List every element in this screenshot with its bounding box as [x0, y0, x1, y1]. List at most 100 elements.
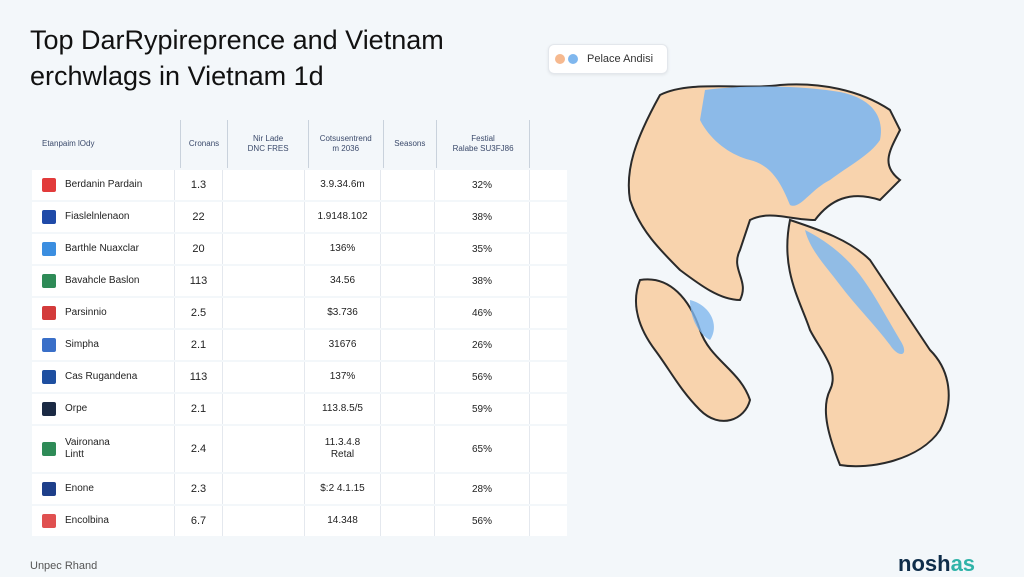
map-water-patch — [690, 300, 714, 340]
cell-percent: 32% — [434, 170, 529, 200]
table-row: Berdanin Pardain 1.3 3.9.34.6m 32% — [32, 170, 567, 200]
map-water-coast — [805, 230, 905, 355]
table-row: Parsinnio 2.5 $3.736 46% — [32, 298, 567, 328]
header-col-2: Cronans — [179, 120, 228, 168]
company-logo-icon — [42, 306, 56, 320]
cell-value-c: 136% — [304, 234, 380, 264]
cell-value-a: 2.4 — [174, 426, 222, 472]
company-name: Simpha — [65, 339, 99, 350]
cell-empty — [222, 506, 304, 536]
cell-empty — [380, 506, 434, 536]
table-row: Enone 2.3 $:2 4.1.15 28% — [32, 474, 567, 504]
cell-value-c: $:2 4.1.15 — [304, 474, 380, 504]
cell-company: Parsinnio — [32, 298, 174, 328]
table-row: Orpe 2.1 113.8.5/5 59% — [32, 394, 567, 424]
cell-value-c: 11.3.4.8 Retal — [304, 426, 380, 472]
cell-value-c: $3.736 — [304, 298, 380, 328]
cell-value-a: 113 — [174, 266, 222, 296]
cell-value-c: 1.9148.102 — [304, 202, 380, 232]
table-row: Vaironana Lintt 2.4 11.3.4.8 Retal 65% — [32, 426, 567, 472]
table-row: Bavahcle Baslon 113 34.56 38% — [32, 266, 567, 296]
header-col-3: Nir Lade DNC FRES — [227, 120, 308, 168]
cell-empty — [380, 234, 434, 264]
company-logo-icon — [42, 274, 56, 288]
cell-company: Orpe — [32, 394, 174, 424]
cell-percent: 65% — [434, 426, 529, 472]
company-logo-icon — [42, 514, 56, 528]
cell-company: Vaironana Lintt — [32, 426, 174, 472]
company-logo-icon — [42, 210, 56, 224]
cell-empty — [529, 170, 567, 200]
cell-percent: 46% — [434, 298, 529, 328]
header-col-1: Etanpaim lOdy — [42, 139, 95, 148]
header-col-5: Seasons — [382, 120, 436, 168]
cell-empty — [529, 266, 567, 296]
cell-empty — [529, 234, 567, 264]
cell-empty — [222, 426, 304, 472]
cell-value-c: 137% — [304, 362, 380, 392]
map-legend: Pelace Andisi — [548, 44, 668, 74]
cell-value-a: 2.3 — [174, 474, 222, 504]
cell-empty — [529, 506, 567, 536]
cell-value-a: 22 — [174, 202, 222, 232]
cell-value-a: 2.1 — [174, 330, 222, 360]
company-logo-icon — [42, 178, 56, 192]
cell-empty — [222, 330, 304, 360]
cell-empty — [529, 202, 567, 232]
company-name: Enone — [65, 483, 94, 494]
cell-value-c: 34.56 — [304, 266, 380, 296]
footer-caption: Unpec Rhand — [30, 560, 98, 572]
cell-empty — [380, 426, 434, 472]
cell-empty — [222, 474, 304, 504]
cell-company: Bavahcle Baslon — [32, 266, 174, 296]
legend-label: Pelace Andisi — [587, 53, 654, 65]
cell-value-a: 2.1 — [174, 394, 222, 424]
cell-value-a: 6.7 — [174, 506, 222, 536]
cell-percent: 38% — [434, 266, 529, 296]
cell-empty — [529, 330, 567, 360]
cell-empty — [222, 234, 304, 264]
company-name: Parsinnio — [65, 307, 107, 318]
cell-empty — [529, 394, 567, 424]
cell-empty — [222, 298, 304, 328]
cell-percent: 28% — [434, 474, 529, 504]
title-line-2: erchwlags in Vietnam 1d — [30, 61, 324, 91]
cell-value-a: 2.5 — [174, 298, 222, 328]
brand-main: nosh — [898, 551, 951, 576]
company-logo-icon — [42, 402, 56, 416]
cell-empty — [529, 298, 567, 328]
title-line-1: Top DarRypireprence and Vietnam — [30, 25, 444, 55]
header-col-6: Festial Ralabe SU3FJ86 — [435, 120, 529, 168]
table-header: Etanpaim lOdy Cronans Nir Lade DNC FRES … — [32, 120, 567, 168]
table-row: Fiaslelnlenaon 22 1.9148.102 38% — [32, 202, 567, 232]
cell-empty — [380, 170, 434, 200]
table-row: Simpha 2.1 31676 26% — [32, 330, 567, 360]
cell-empty — [222, 170, 304, 200]
cell-empty — [380, 330, 434, 360]
cell-empty — [380, 298, 434, 328]
header-col-7 — [529, 120, 567, 168]
cell-empty — [222, 394, 304, 424]
cell-empty — [529, 426, 567, 472]
company-name: Cas Rugandena — [65, 371, 138, 382]
cell-empty — [380, 202, 434, 232]
cell-value-c: 3.9.34.6m — [304, 170, 380, 200]
company-logo-icon — [42, 338, 56, 352]
vietnam-map — [627, 83, 950, 468]
cell-company: Fiaslelnlenaon — [32, 202, 174, 232]
cell-company: Encolbina — [32, 506, 174, 536]
company-logo-icon — [42, 442, 56, 456]
cell-percent: 56% — [434, 506, 529, 536]
company-logo-icon — [42, 370, 56, 384]
cell-percent: 38% — [434, 202, 529, 232]
footer-brand-logo: noshas — [898, 551, 975, 577]
cell-empty — [222, 362, 304, 392]
cell-value-c: 31676 — [304, 330, 380, 360]
cell-company: Barthle Nuaxclar — [32, 234, 174, 264]
company-logo-icon — [42, 242, 56, 256]
brand-accent: as — [950, 551, 976, 576]
cell-company: Enone — [32, 474, 174, 504]
cell-empty — [529, 474, 567, 504]
company-name: Berdanin Pardain — [65, 179, 143, 190]
cell-empty — [222, 266, 304, 296]
